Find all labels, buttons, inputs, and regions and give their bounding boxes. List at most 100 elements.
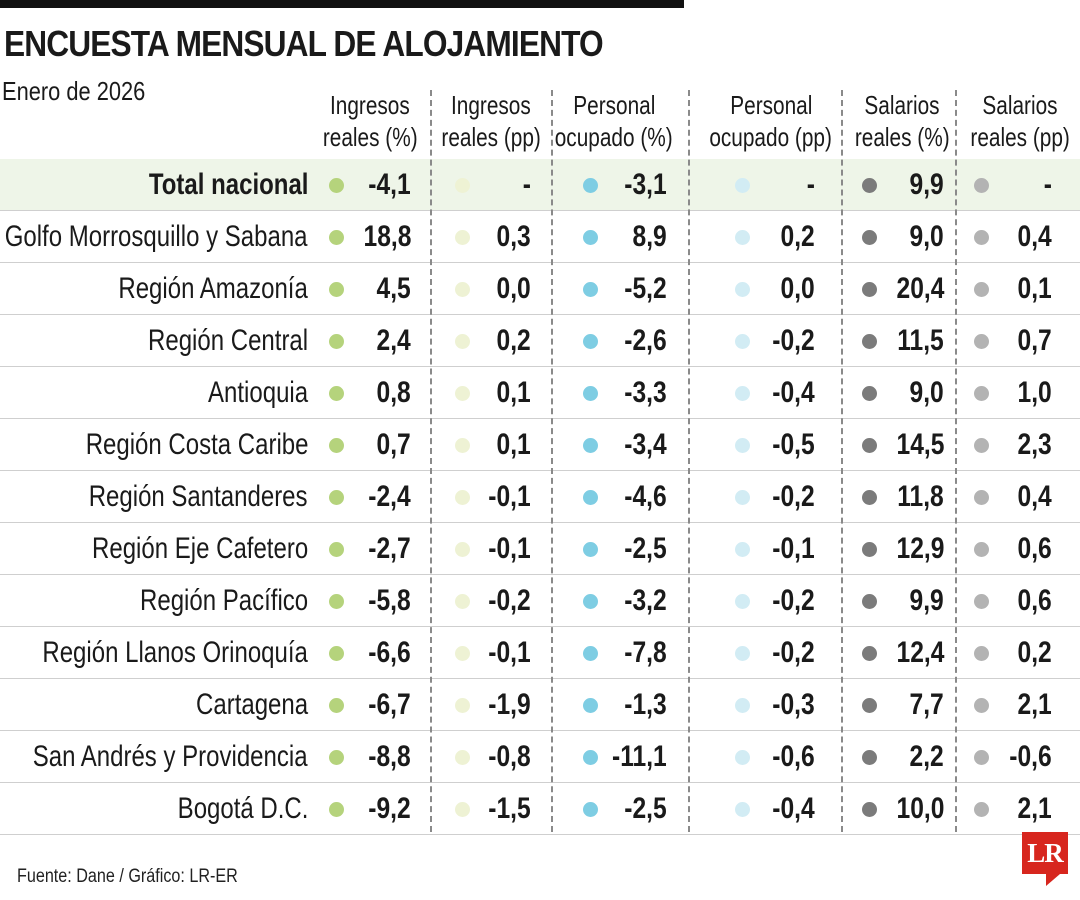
value-personal-pp: -0,4 bbox=[772, 376, 815, 409]
value-personal-pp: 0,2 bbox=[780, 220, 815, 253]
region-label: Región Central bbox=[147, 324, 308, 357]
value-ingresos-pct: -6,7 bbox=[368, 688, 411, 721]
value-salarios-pct: 2,2 bbox=[909, 740, 944, 773]
personal-pct-dot bbox=[583, 490, 598, 505]
ingresos-pp-dot bbox=[455, 178, 470, 193]
personal-pp-dot bbox=[735, 334, 750, 349]
value-ingresos-pp: 0,0 bbox=[496, 272, 531, 305]
value-personal-pct: -7,8 bbox=[624, 636, 667, 669]
salarios-pp-dot bbox=[974, 438, 989, 453]
value-salarios-pp: 0,6 bbox=[1017, 532, 1052, 565]
value-salarios-pct: 7,7 bbox=[909, 688, 944, 721]
salarios-pp-dot bbox=[974, 646, 989, 661]
value-ingresos-pp: -0,2 bbox=[488, 584, 531, 617]
salarios-pct-dot bbox=[862, 386, 877, 401]
salarios-pp-dot bbox=[974, 802, 989, 817]
lr-logo: LR bbox=[1022, 832, 1068, 874]
value-ingresos-pct: 0,8 bbox=[376, 376, 411, 409]
personal-pct-dot bbox=[583, 282, 598, 297]
column-header-personal-pct: Personal ocupado (%) bbox=[544, 87, 684, 155]
table-row: Golfo Morrosquillo y Sabana 18,8 0,3 8,9 0,2… bbox=[0, 211, 1080, 263]
column-divider bbox=[551, 90, 553, 832]
column-header-ingresos-pp: Ingresos reales (pp) bbox=[421, 87, 561, 155]
value-personal-pp: -0,2 bbox=[772, 584, 815, 617]
column-header-line: ocupado (pp) bbox=[709, 122, 833, 152]
column-header-line: ocupado (%) bbox=[555, 122, 673, 152]
column-divider bbox=[841, 90, 843, 832]
table-row: Cartagena -6,7 -1,9 -1,3 -0,3 7,7 2,1 bbox=[0, 679, 1080, 731]
value-salarios-pp: 2,1 bbox=[1017, 792, 1052, 825]
value-personal-pct: -1,3 bbox=[624, 688, 667, 721]
personal-pp-dot bbox=[735, 386, 750, 401]
value-personal-pct: -2,5 bbox=[624, 792, 667, 825]
value-ingresos-pct: 2,4 bbox=[376, 324, 411, 357]
value-personal-pp: -0,2 bbox=[772, 324, 815, 357]
value-personal-pp: - bbox=[806, 168, 815, 201]
top-rule bbox=[0, 0, 684, 8]
ingresos-pct-dot bbox=[329, 698, 344, 713]
chart-title: ENCUESTA MENSUAL DE ALOJAMIENTO bbox=[4, 23, 604, 64]
region-label: Bogotá D.C. bbox=[177, 792, 308, 825]
ingresos-pp-dot bbox=[455, 282, 470, 297]
table-row: Región Santanderes -2,4 -0,1 -4,6 -0,2 11,8 0,… bbox=[0, 471, 1080, 523]
value-ingresos-pct: 4,5 bbox=[376, 272, 411, 305]
lr-logo-tail bbox=[1046, 874, 1060, 886]
personal-pct-dot bbox=[583, 178, 598, 193]
salarios-pp-dot bbox=[974, 698, 989, 713]
value-salarios-pp: -0,6 bbox=[1009, 740, 1052, 773]
column-header-line: Salarios bbox=[864, 90, 940, 120]
ingresos-pp-dot bbox=[455, 542, 470, 557]
ingresos-pp-dot bbox=[455, 386, 470, 401]
value-salarios-pct: 12,4 bbox=[896, 636, 944, 669]
personal-pp-dot bbox=[735, 178, 750, 193]
salarios-pct-dot bbox=[862, 490, 877, 505]
value-ingresos-pct: 0,7 bbox=[376, 428, 411, 461]
value-ingresos-pct: -6,6 bbox=[368, 636, 411, 669]
ingresos-pct-dot bbox=[329, 750, 344, 765]
value-salarios-pp: 0,1 bbox=[1017, 272, 1052, 305]
column-header-ingresos-pct: Ingresos reales (%) bbox=[300, 87, 440, 155]
value-ingresos-pct: -2,7 bbox=[368, 532, 411, 565]
salarios-pp-dot bbox=[974, 178, 989, 193]
personal-pp-dot bbox=[735, 646, 750, 661]
personal-pct-dot bbox=[583, 386, 598, 401]
value-personal-pp: -0,6 bbox=[772, 740, 815, 773]
ingresos-pp-dot bbox=[455, 646, 470, 661]
column-divider bbox=[955, 90, 957, 832]
ingresos-pp-dot bbox=[455, 490, 470, 505]
column-header-line: Ingresos bbox=[451, 90, 531, 120]
personal-pct-dot bbox=[583, 594, 598, 609]
value-personal-pct: -3,2 bbox=[624, 584, 667, 617]
value-salarios-pct: 9,0 bbox=[909, 376, 944, 409]
column-header-line: Personal bbox=[572, 90, 656, 120]
value-personal-pp: -0,3 bbox=[772, 688, 815, 721]
column-header-line: Salarios bbox=[982, 90, 1058, 120]
value-personal-pp: -0,5 bbox=[772, 428, 815, 461]
ingresos-pct-dot bbox=[329, 334, 344, 349]
personal-pct-dot bbox=[583, 646, 598, 661]
table-row: San Andrés y Providencia -8,8 -0,8 -11,1 -0,… bbox=[0, 731, 1080, 783]
value-ingresos-pp: 0,1 bbox=[496, 428, 531, 461]
column-header-line: Personal bbox=[729, 90, 813, 120]
ingresos-pct-dot bbox=[329, 594, 344, 609]
ingresos-pct-dot bbox=[329, 282, 344, 297]
salarios-pp-dot bbox=[974, 334, 989, 349]
table-row: Región Central 2,4 0,2 -2,6 -0,2 11,5 0,7 bbox=[0, 315, 1080, 367]
value-salarios-pp: 0,7 bbox=[1017, 324, 1052, 357]
ingresos-pct-dot bbox=[329, 386, 344, 401]
value-salarios-pp: 0,4 bbox=[1017, 220, 1052, 253]
ingresos-pct-dot bbox=[329, 490, 344, 505]
region-label: San Andrés y Providencia bbox=[33, 740, 308, 773]
salarios-pct-dot bbox=[862, 698, 877, 713]
ingresos-pp-dot bbox=[455, 230, 470, 245]
value-salarios-pct: 9,0 bbox=[909, 220, 944, 253]
value-salarios-pct: 11,8 bbox=[897, 480, 944, 513]
personal-pp-dot bbox=[735, 594, 750, 609]
region-label: Total nacional bbox=[148, 168, 308, 201]
value-ingresos-pp: 0,3 bbox=[496, 220, 531, 253]
ingresos-pp-dot bbox=[455, 334, 470, 349]
region-label: Región Eje Cafetero bbox=[91, 532, 308, 565]
personal-pp-dot bbox=[735, 282, 750, 297]
salarios-pct-dot bbox=[862, 750, 877, 765]
region-label: Región Amazonía bbox=[118, 272, 308, 305]
